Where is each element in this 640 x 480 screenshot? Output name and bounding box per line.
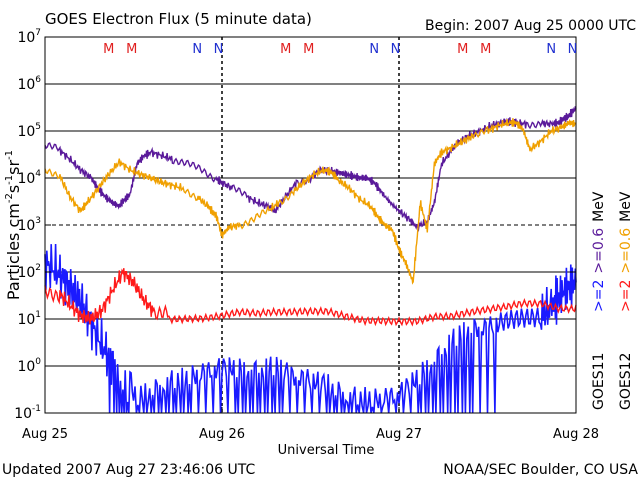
day-dividers — [221, 37, 400, 413]
y-tick-label: 100 — [17, 357, 41, 375]
event-marker: M — [103, 42, 114, 57]
event-marker: N — [391, 42, 401, 57]
event-marker: N — [568, 42, 578, 57]
y-tick-label: 105 — [17, 122, 41, 140]
event-marker: N — [369, 42, 379, 57]
y-tick-label: 101 — [17, 310, 41, 328]
y-tick-label: 104 — [17, 169, 41, 187]
legend-goes12-series: >=2>=0.6MeV — [618, 191, 634, 312]
series-layer — [44, 106, 577, 414]
x-axis-label: Universal Time — [278, 443, 375, 458]
begin-date: Begin: 2007 Aug 25 0000 UTC — [425, 18, 636, 34]
updated-timestamp: Updated 2007 Aug 27 23:46:06 UTC — [2, 462, 255, 478]
y-tick-label: 10-1 — [14, 404, 41, 422]
x-tick-label: Aug 28 — [553, 427, 599, 442]
y-tick-label: 103 — [17, 216, 41, 234]
x-tick-label: Aug 25 — [22, 427, 68, 442]
legend: GOES11 >=2>=0.6MeV GOES12 >=2>=0.6MeV — [591, 191, 634, 410]
event-marker: M — [457, 42, 468, 57]
event-marker: N — [214, 42, 224, 57]
legend-goes11-series: >=2>=0.6MeV — [591, 191, 607, 312]
event-marker: M — [280, 42, 291, 57]
legend-goes11-label: GOES11 — [591, 353, 607, 410]
y-tick-label: 102 — [17, 263, 41, 281]
event-marker: M — [126, 42, 137, 57]
series-line — [44, 243, 577, 414]
series-line — [44, 118, 577, 285]
series-line — [44, 268, 577, 327]
x-tick-label: Aug 26 — [199, 427, 245, 442]
event-marker: M — [480, 42, 491, 57]
chart-title: GOES Electron Flux (5 minute data) — [45, 10, 312, 28]
x-axis-ticks: Aug 25 Aug 26 Aug 27 Aug 28 — [22, 407, 599, 442]
event-marker: N — [192, 42, 202, 57]
x-tick-label: Aug 27 — [376, 427, 422, 442]
y-axis-ticks: 107 106 105 104 103 102 101 100 10-1 — [14, 28, 576, 422]
credit-line: NOAA/SEC Boulder, CO USA — [443, 462, 638, 478]
event-marker: M — [303, 42, 314, 57]
legend-goes12-label: GOES12 — [618, 353, 634, 410]
y-tick-label: 106 — [17, 75, 41, 93]
y-axis-label: Particles cm-2s-1sr-1 — [4, 150, 23, 300]
y-tick-label: 107 — [17, 28, 41, 46]
event-marker: N — [546, 42, 556, 57]
